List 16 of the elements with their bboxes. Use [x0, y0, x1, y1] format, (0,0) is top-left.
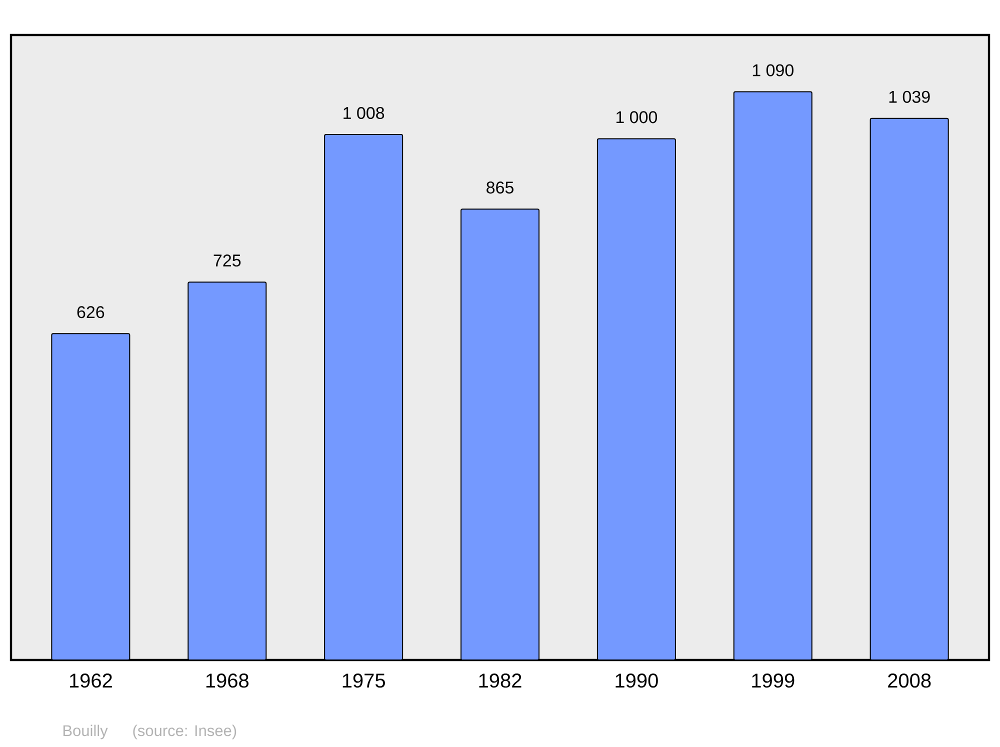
data-label: 1 090	[752, 64, 794, 76]
x-tick-label: 1982	[479, 674, 522, 688]
x-tick-label: 1975	[342, 674, 385, 688]
x-tick-label: 1968	[206, 674, 248, 688]
data-label: 1 000	[616, 111, 658, 124]
text: (source: Insee)	[133, 724, 236, 740]
x-tick-label: 1962	[70, 674, 112, 688]
data-label: 1 008	[344, 106, 384, 120]
data-label: 1 039	[889, 90, 930, 103]
data-label: 865	[486, 182, 514, 194]
x-tick-label: 2008	[888, 674, 931, 688]
x-tick-label: 1999	[752, 674, 794, 688]
x-tick-label: 1990	[616, 674, 658, 688]
data-label: 725	[214, 254, 241, 267]
data-label: 626	[77, 306, 104, 318]
text: Bouilly	[63, 724, 108, 740]
